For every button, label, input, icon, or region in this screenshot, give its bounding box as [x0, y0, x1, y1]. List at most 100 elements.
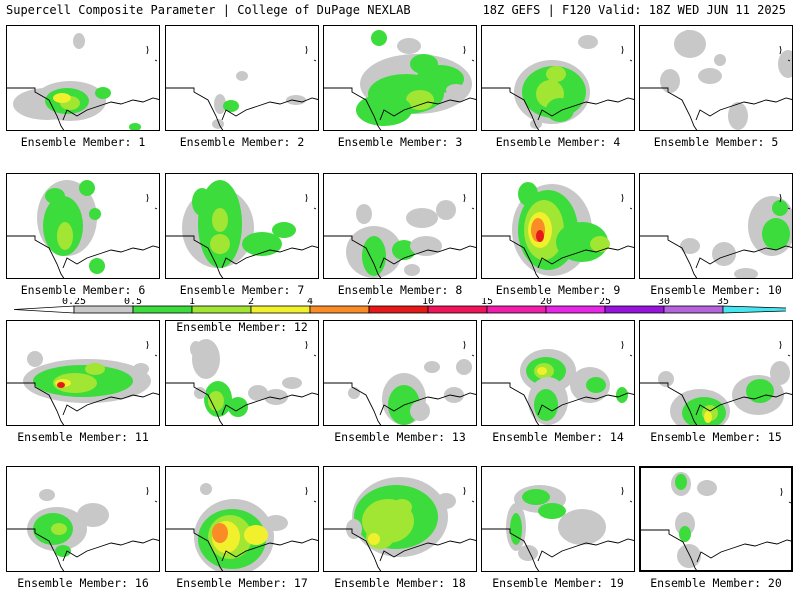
map-panel-15[interactable] — [639, 320, 793, 426]
scp-contour — [410, 54, 438, 74]
panel-label-15: Ensemble Member: 15 — [650, 430, 782, 444]
scp-contour — [286, 95, 306, 105]
map-canvas — [7, 33, 159, 130]
coastline-border — [482, 382, 634, 425]
map-panel-13[interactable] — [323, 320, 477, 426]
scp-contour — [446, 84, 466, 96]
map-panel-20[interactable] — [639, 466, 793, 572]
map-canvas — [641, 472, 791, 570]
coastline-border — [324, 382, 476, 425]
scp-contour — [712, 242, 736, 266]
scp-contour — [674, 30, 706, 58]
panel-label-13: Ensemble Member: 13 — [334, 430, 466, 444]
lake-outline — [146, 193, 158, 210]
colorbar-tick-label: 2 — [248, 298, 254, 307]
scp-contour — [53, 93, 71, 103]
map-panel-6[interactable] — [6, 173, 160, 279]
colorbar-swatch — [73, 305, 134, 314]
scp-contour — [406, 90, 434, 110]
map-panel-4[interactable] — [481, 25, 635, 131]
map-panel-3[interactable] — [323, 25, 477, 131]
colorbar-swatch — [722, 305, 786, 314]
colorbar-swatch — [427, 305, 488, 314]
scp-contour — [95, 87, 111, 99]
map-panel-17[interactable] — [165, 466, 319, 572]
map-panel-12[interactable] — [165, 320, 319, 426]
panel-label-12: Ensemble Member: 12 — [176, 320, 308, 334]
coastline-border — [640, 382, 792, 425]
scp-contour — [392, 499, 412, 515]
panel-label-1: Ensemble Member: 1 — [20, 135, 146, 149]
lake-outline — [621, 340, 633, 357]
lake-outline — [463, 45, 475, 62]
scp-contour — [89, 258, 105, 274]
map-panel-16[interactable] — [6, 466, 160, 572]
colorbar-swatch — [309, 305, 370, 314]
scp-contour — [680, 238, 700, 254]
map-canvas — [482, 485, 634, 571]
scp-contour — [546, 66, 566, 82]
panel-label-14: Ensemble Member: 14 — [492, 430, 624, 444]
scp-contour — [51, 523, 67, 535]
scp-contour — [410, 236, 442, 256]
scp-contour — [746, 379, 774, 403]
scp-contour — [368, 533, 380, 545]
coastline-border — [640, 235, 792, 278]
scp-contour — [697, 480, 717, 496]
scp-contour — [200, 483, 212, 495]
coastline-border — [166, 528, 318, 571]
panel-label-7: Ensemble Member: 7 — [179, 283, 305, 297]
map-panel-5[interactable] — [639, 25, 793, 131]
map-canvas — [324, 193, 476, 278]
scp-contour — [530, 119, 542, 129]
map-panel-1[interactable] — [6, 25, 160, 131]
map-panel-14[interactable] — [481, 320, 635, 426]
scp-contour — [406, 208, 438, 228]
lake-outline — [305, 486, 317, 503]
map-panel-11[interactable] — [6, 320, 160, 426]
colorbar-tick-label: 4 — [307, 298, 313, 307]
scp-contour — [578, 35, 598, 49]
colorbar-tick-label: 15 — [481, 298, 493, 307]
scp-contour — [456, 359, 472, 375]
scp-contour — [192, 188, 212, 216]
map-panel-8[interactable] — [323, 173, 477, 279]
map-panel-18[interactable] — [323, 466, 477, 572]
coastline-border — [482, 235, 634, 278]
colorbar-tick-label: 0.25 — [62, 298, 86, 307]
map-panel-2[interactable] — [165, 25, 319, 131]
scp-contour — [228, 397, 248, 417]
map-panel-7[interactable] — [165, 173, 319, 279]
scp-contour — [698, 68, 722, 84]
scp-contour — [362, 236, 386, 276]
scp-contour — [704, 411, 712, 423]
coastline-border — [324, 87, 476, 130]
colorbar-swatch — [132, 305, 193, 314]
scp-contour — [264, 515, 288, 531]
colorbar-swatch — [250, 305, 311, 314]
scp-contour — [734, 268, 758, 278]
map-panel-19[interactable] — [481, 466, 635, 572]
panel-label-2: Ensemble Member: 2 — [179, 135, 305, 149]
lake-outline — [305, 340, 317, 357]
colorbar-tick-label: 0.5 — [124, 298, 142, 307]
map-canvas — [7, 180, 159, 278]
scp-contour — [248, 385, 268, 401]
map-panel-9[interactable] — [481, 173, 635, 279]
scp-contour — [436, 200, 456, 220]
lake-outline — [779, 340, 791, 357]
scp-contour — [212, 119, 224, 129]
panel-label-18: Ensemble Member: 18 — [334, 576, 466, 590]
lake-outline — [146, 45, 158, 62]
scp-contour — [546, 98, 574, 122]
scp-contour — [236, 71, 248, 81]
scp-contour — [728, 102, 748, 130]
map-canvas — [640, 193, 792, 278]
colorbar-tick-label: 7 — [366, 298, 372, 307]
scp-contour — [675, 474, 687, 490]
scp-contour — [772, 200, 788, 216]
panel-label-10: Ensemble Member: 10 — [650, 283, 782, 297]
coastline-border — [7, 382, 159, 425]
scp-contour — [39, 489, 55, 501]
map-panel-10[interactable] — [639, 173, 793, 279]
